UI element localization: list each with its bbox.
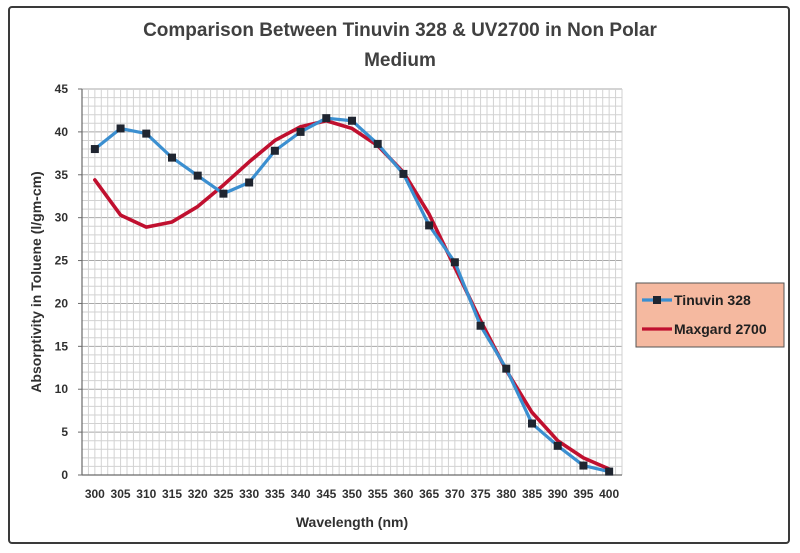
- x-tick-label: 340: [291, 487, 311, 501]
- data-point: [528, 419, 536, 428]
- data-point: [605, 467, 614, 476]
- data-point: [219, 189, 228, 198]
- data-series: [90, 114, 614, 476]
- x-tick-label: 370: [445, 487, 465, 501]
- x-tick-label: 365: [419, 487, 439, 501]
- x-tick-label: 345: [316, 487, 336, 501]
- data-point: [373, 139, 382, 148]
- legend-box: [635, 282, 785, 348]
- x-tick-label: 400: [599, 487, 619, 501]
- y-tick-label: 25: [55, 254, 69, 268]
- x-tick-label: 355: [368, 487, 388, 501]
- x-tick-label: 360: [393, 487, 413, 501]
- data-point: [502, 364, 511, 373]
- chart-title-line-2: Medium: [364, 50, 436, 71]
- y-axis-ticks: 0 5 10 15 20 25 30 35 40 45: [55, 82, 82, 482]
- data-point: [425, 221, 434, 230]
- y-tick-label: 30: [55, 211, 69, 225]
- y-tick-label: 40: [55, 125, 69, 139]
- x-tick-label: 385: [522, 487, 542, 501]
- y-tick-label: 15: [55, 339, 69, 353]
- plot-axes: [81, 89, 622, 476]
- y-tick-label: 10: [55, 382, 69, 396]
- data-point: [90, 145, 99, 154]
- y-tick-label: 35: [55, 168, 69, 182]
- x-tick-label: 305: [111, 487, 131, 501]
- data-point: [579, 461, 588, 470]
- chart-legend: Tinuvin 328 Maxgard 2700: [635, 282, 785, 348]
- data-point: [168, 153, 176, 162]
- legend-item: Maxgard 2700: [642, 321, 767, 337]
- chart-title: Comparison Between Tinuvin 328 & UV2700 …: [143, 20, 657, 71]
- x-tick-label: 330: [239, 487, 259, 501]
- y-tick-label: 20: [55, 296, 69, 310]
- chart-frame: [8, 6, 790, 544]
- series-0: [90, 114, 614, 476]
- x-tick-label: 315: [162, 487, 182, 501]
- series-1: [93, 118, 611, 471]
- x-tick-label: 375: [471, 487, 491, 501]
- legend-label: Tinuvin 328: [674, 292, 751, 308]
- series-line: [93, 118, 611, 471]
- y-tick-label: 5: [61, 425, 68, 439]
- y-tick-label: 0: [61, 468, 68, 482]
- x-tick-label: 325: [213, 487, 233, 501]
- data-point: [116, 124, 125, 133]
- data-point: [142, 129, 151, 138]
- x-tick-label: 310: [136, 487, 156, 501]
- chart-title-line-1: Comparison Between Tinuvin 328 & UV2700 …: [143, 20, 657, 41]
- y-tick-label: 45: [55, 82, 69, 96]
- x-axis-title: Wavelength (nm): [296, 514, 408, 530]
- data-point: [296, 127, 305, 136]
- data-point: [476, 321, 485, 330]
- x-tick-label: 350: [342, 487, 362, 501]
- x-axis-ticks: 300 305 310 315 320 325 330 335 340 345 350 355 360 3…: [85, 487, 620, 501]
- x-tick-label: 380: [496, 487, 516, 501]
- data-point: [399, 169, 408, 178]
- legend-label: Maxgard 2700: [674, 321, 767, 337]
- x-tick-label: 300: [85, 487, 105, 501]
- data-point: [348, 116, 356, 125]
- x-tick-label: 335: [265, 487, 285, 501]
- x-tick-label: 320: [188, 487, 208, 501]
- data-point: [553, 441, 562, 450]
- data-point: [322, 114, 331, 123]
- legend-item: Tinuvin 328: [642, 292, 751, 308]
- y-axis-title: Absorptivity in Toluene (l/gm-cm): [28, 171, 44, 392]
- legend-marker: [653, 296, 661, 304]
- data-point: [193, 171, 202, 180]
- data-point: [270, 146, 279, 155]
- data-point: [245, 178, 254, 187]
- x-tick-label: 395: [573, 487, 593, 501]
- data-point: [450, 258, 459, 267]
- x-tick-label: 390: [548, 487, 568, 501]
- plot-grid: [81, 88, 623, 476]
